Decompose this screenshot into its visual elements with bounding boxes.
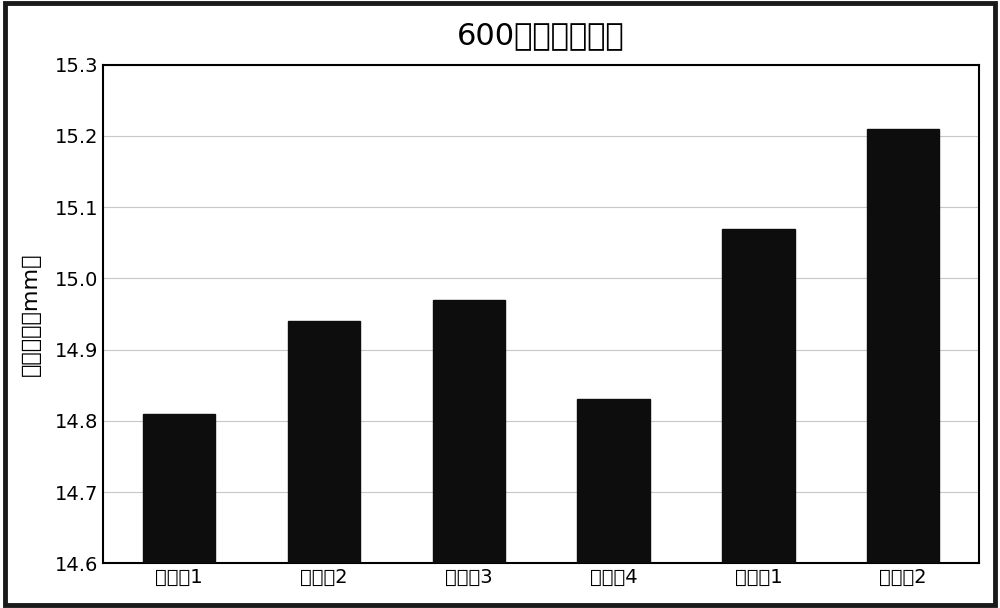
- Y-axis label: 电芯厘度（mm）: 电芯厘度（mm）: [21, 252, 41, 376]
- Bar: [433, 300, 505, 608]
- Bar: [288, 321, 360, 608]
- Bar: [143, 413, 215, 608]
- Bar: [722, 229, 795, 608]
- Bar: [867, 129, 939, 608]
- Title: 600圈循环后厘度: 600圈循环后厘度: [457, 21, 625, 50]
- Bar: [577, 399, 650, 608]
